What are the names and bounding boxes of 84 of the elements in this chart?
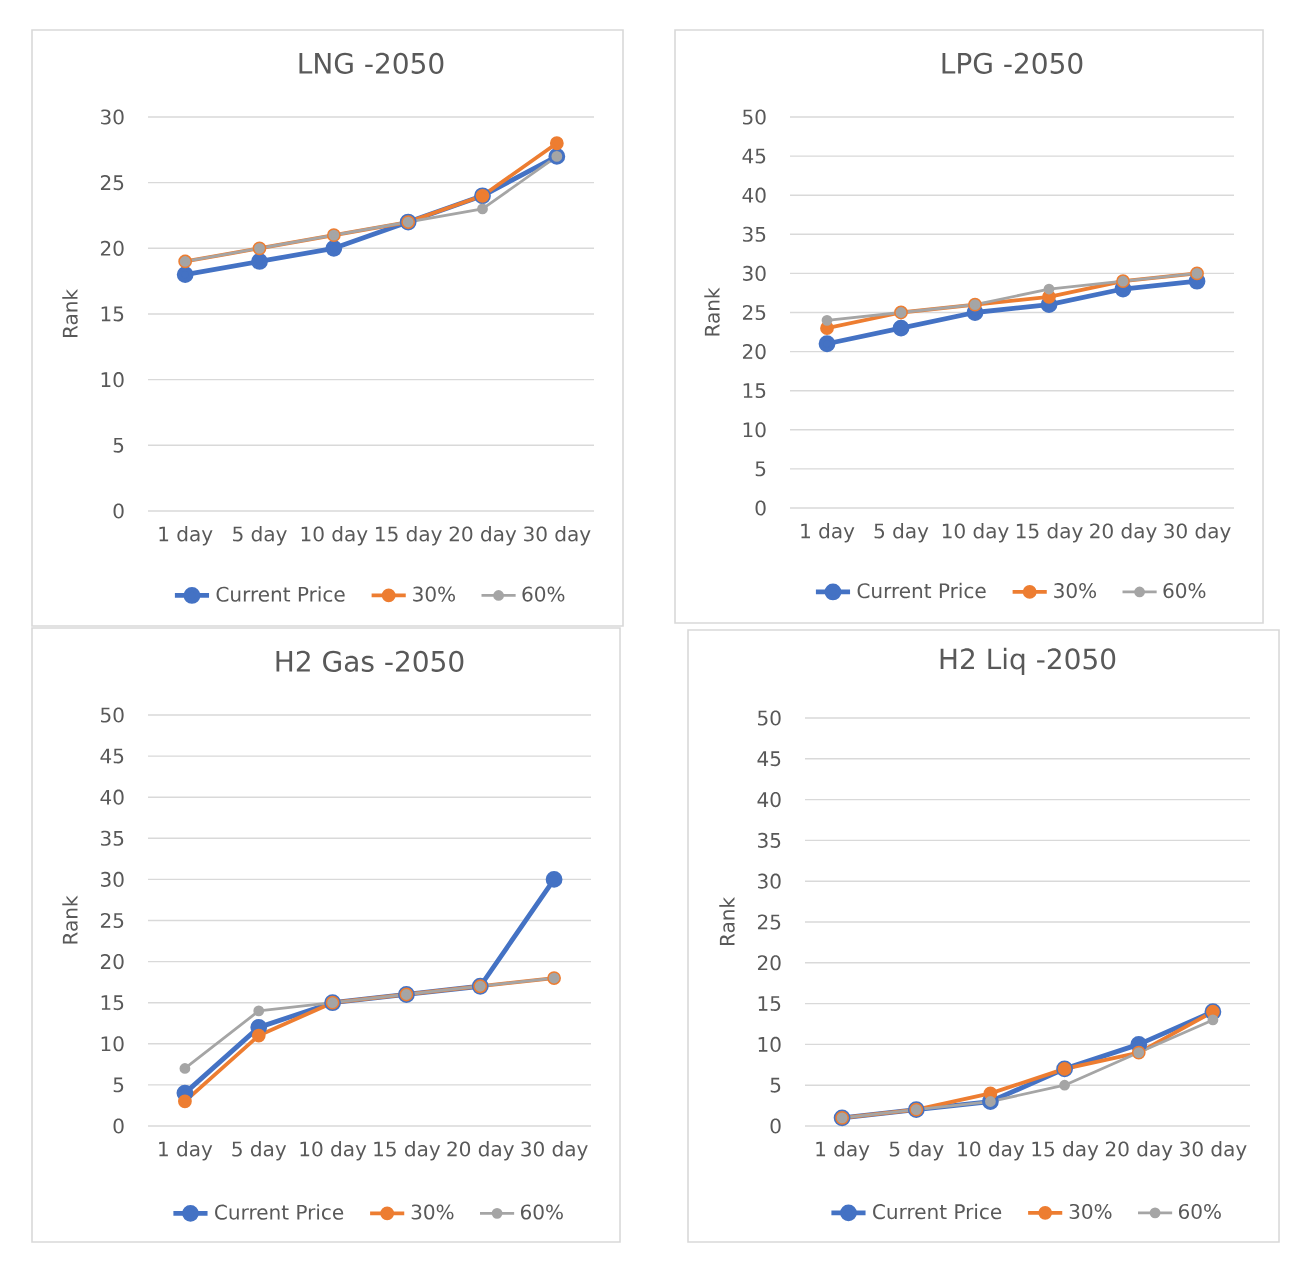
y-tick-label: 30: [101, 871, 124, 887]
y-tick-label: 15: [743, 383, 766, 399]
y-tick-label: 10: [101, 372, 124, 388]
legend-label: Current Price: [873, 1203, 1002, 1220]
y-tick-label: 25: [742, 304, 766, 321]
x-tick-label: 1 day: [159, 1141, 213, 1161]
y-tick-label: 0: [113, 503, 124, 519]
y-tick-label: 20: [100, 240, 124, 256]
y-tick-label: 50: [101, 707, 124, 723]
y-tick-label: 25: [757, 914, 781, 930]
y-tick-label: 45: [757, 751, 781, 767]
x-tick-label: 20 day: [1090, 523, 1157, 543]
y-tick-label: 30: [101, 109, 124, 125]
x-tick-label: 20 day: [1105, 1141, 1173, 1161]
y-axis-title: Rank: [62, 289, 78, 337]
y-tick-label: 25: [100, 175, 124, 191]
y-axis-title: Rank: [62, 895, 78, 944]
y-tick-label: 20: [757, 955, 781, 971]
y-tick-label: 50: [758, 710, 781, 726]
y-tick-label: 40: [100, 789, 124, 805]
legend-label: 30%: [1069, 1203, 1112, 1220]
x-tick-label: 30 day: [521, 1141, 588, 1161]
legend-label: 30%: [411, 1204, 454, 1220]
legend-label: Current Price: [857, 582, 986, 599]
y-tick-label: 45: [742, 148, 766, 164]
x-tick-label: 5 day: [889, 1141, 944, 1161]
y-tick-label: 30: [758, 873, 781, 889]
y-axis-title: Rank: [719, 897, 735, 946]
x-tick-label: 10 day: [958, 1141, 1025, 1161]
y-tick-label: 5: [770, 1077, 781, 1093]
chart-title: LPG -2050: [942, 52, 1083, 74]
y-tick-label: 5: [113, 1077, 124, 1093]
y-tick-label: 30: [743, 265, 766, 281]
chart-title: LNG -2050: [299, 52, 444, 74]
y-tick-label: 5: [755, 461, 766, 477]
y-tick-label: 0: [770, 1118, 781, 1134]
y-tick-label: 20: [742, 344, 766, 360]
x-tick-label: 5 day: [233, 526, 287, 546]
x-tick-label: 1 day: [801, 523, 855, 543]
y-tick-label: 15: [101, 995, 124, 1011]
legend-label: Current Price: [216, 586, 345, 602]
y-tick-label: 15: [758, 996, 781, 1012]
x-tick-label: 15 day: [376, 526, 442, 546]
chart-title: H2 Gas -2050: [276, 650, 464, 672]
y-tick-label: 15: [101, 306, 124, 322]
chart-title: H2 Liq -2050: [940, 647, 1116, 675]
x-tick-label: 1 day: [159, 526, 213, 546]
x-tick-label: 10 day: [300, 1141, 367, 1161]
y-tick-label: 10: [758, 1036, 781, 1052]
x-tick-label: 5 day: [874, 523, 929, 543]
y-tick-label: 5: [113, 437, 124, 453]
x-tick-label: 10 day: [301, 526, 368, 546]
y-tick-label: 35: [101, 830, 124, 846]
legend-label: 60%: [1178, 1203, 1221, 1220]
x-tick-label: 15 day: [1016, 523, 1083, 543]
y-tick-label: 35: [743, 226, 766, 242]
legend-label: 30%: [413, 586, 455, 602]
x-tick-label: 15 day: [374, 1141, 441, 1161]
y-axis-title: Rank: [704, 287, 720, 336]
x-tick-label: 30 day: [524, 526, 591, 546]
y-tick-label: 0: [755, 500, 766, 516]
y-tick-label: 10: [101, 1036, 124, 1052]
x-tick-label: 30 day: [1164, 523, 1231, 543]
legend-label: 30%: [1054, 583, 1097, 599]
x-tick-label: 1 day: [816, 1141, 870, 1161]
x-tick-label: 20 day: [447, 1141, 514, 1161]
legend-label: 60%: [520, 1204, 563, 1220]
y-tick-label: 0: [113, 1118, 124, 1134]
y-tick-label: 20: [100, 954, 124, 970]
y-tick-label: 40: [757, 792, 781, 808]
x-tick-label: 30 day: [1180, 1141, 1247, 1161]
legend-label: 60%: [522, 586, 565, 602]
x-tick-label: 20 day: [449, 526, 517, 546]
y-tick-label: 10: [743, 422, 766, 438]
legend-label: 60%: [1163, 583, 1206, 599]
y-tick-label: 40: [742, 187, 766, 203]
y-tick-label: 45: [100, 748, 124, 764]
legend-label: Current Price: [215, 1204, 344, 1220]
x-tick-label: 10 day: [942, 523, 1009, 543]
y-tick-label: 25: [100, 912, 124, 929]
x-tick-label: 15 day: [1032, 1141, 1099, 1161]
y-tick-label: 35: [758, 832, 781, 848]
x-tick-label: 5 day: [232, 1141, 287, 1161]
y-tick-label: 50: [743, 109, 766, 125]
